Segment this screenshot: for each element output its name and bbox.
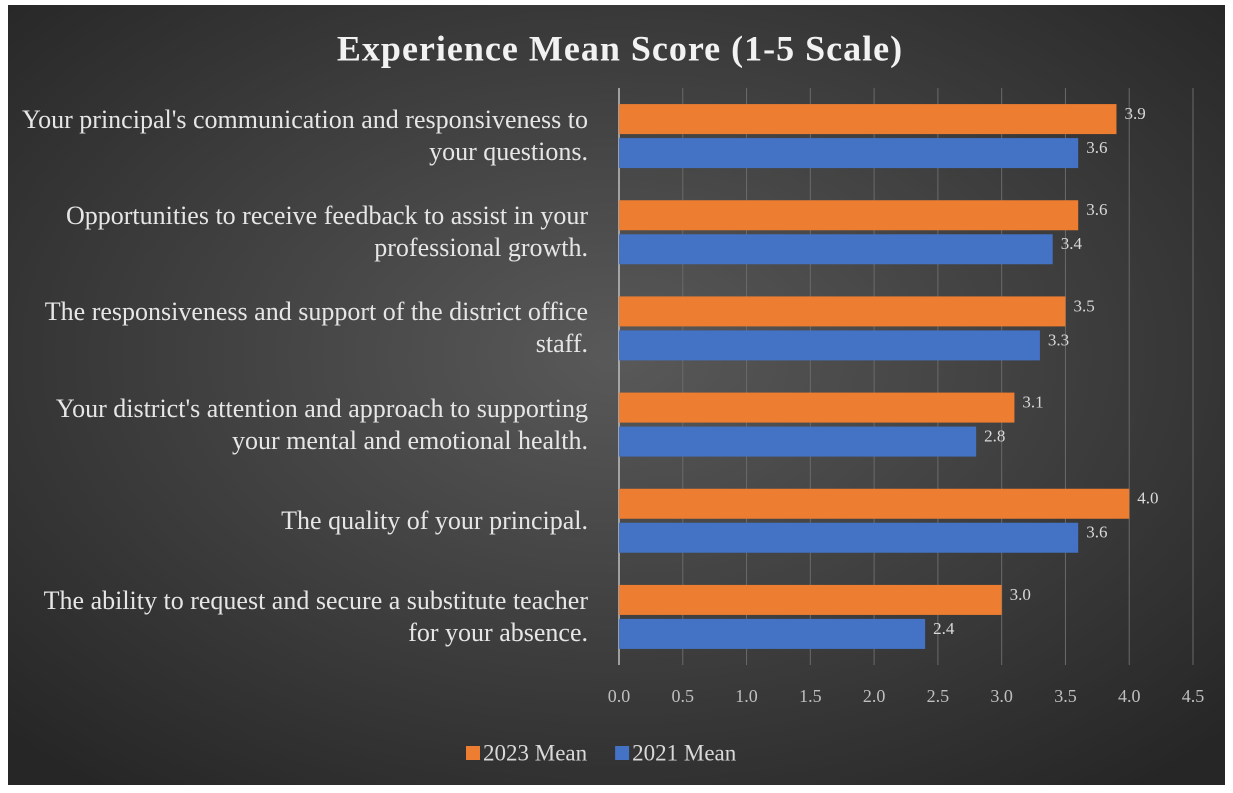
data-label: 3.6 xyxy=(1086,138,1107,157)
x-tick-label: 3.0 xyxy=(990,686,1013,706)
y-tick-label: The responsiveness and support of the di… xyxy=(44,297,588,359)
y-tick-label: Your principal's communication and respo… xyxy=(21,105,588,167)
x-tick-label: 0.5 xyxy=(672,686,695,706)
data-label: 3.3 xyxy=(1048,330,1069,349)
bar xyxy=(619,330,1040,361)
x-tick-label: 1.5 xyxy=(799,686,822,706)
bar xyxy=(619,426,977,457)
x-tick-label: 3.5 xyxy=(1054,686,1077,706)
legend-label: 2021 Mean xyxy=(632,740,737,765)
x-tick-label: 4.0 xyxy=(1118,686,1141,706)
bar xyxy=(619,488,1130,519)
bar xyxy=(619,522,1079,553)
data-label: 2.8 xyxy=(984,426,1005,445)
x-tick-label: 4.5 xyxy=(1182,686,1205,706)
chart-title: Experience Mean Score (1-5 Scale) xyxy=(337,28,903,68)
chart-background xyxy=(8,5,1225,785)
y-tick-label: Your district's attention and approach t… xyxy=(55,393,588,455)
data-label: 3.6 xyxy=(1086,523,1107,542)
y-tick-label: Opportunities to receive feedback to ass… xyxy=(65,201,588,263)
bar xyxy=(619,296,1066,327)
bar xyxy=(619,200,1079,231)
x-tick-label: 2.5 xyxy=(927,686,950,706)
data-label: 4.0 xyxy=(1137,489,1158,508)
bar xyxy=(619,234,1053,265)
data-label: 3.6 xyxy=(1086,200,1107,219)
data-label: 3.5 xyxy=(1073,296,1094,315)
y-tick-label: The quality of your principal. xyxy=(281,505,588,535)
x-tick-label: 0.0 xyxy=(608,686,631,706)
x-tick-label: 1.0 xyxy=(735,686,758,706)
data-label: 3.9 xyxy=(1124,104,1145,123)
bar xyxy=(619,618,926,649)
data-label: 3.4 xyxy=(1061,234,1083,253)
data-label: 3.0 xyxy=(1010,585,1031,604)
legend-swatch xyxy=(615,746,630,760)
data-label: 2.4 xyxy=(933,619,955,638)
x-tick-label: 2.0 xyxy=(863,686,886,706)
legend-swatch xyxy=(466,746,480,760)
y-tick-label: The ability to request and secure a subs… xyxy=(43,585,588,647)
bar xyxy=(619,392,1015,423)
data-label: 3.1 xyxy=(1022,392,1043,411)
bar xyxy=(619,138,1079,169)
legend-label: 2023 Mean xyxy=(483,740,588,765)
bar xyxy=(619,104,1117,135)
bar xyxy=(619,584,1002,615)
